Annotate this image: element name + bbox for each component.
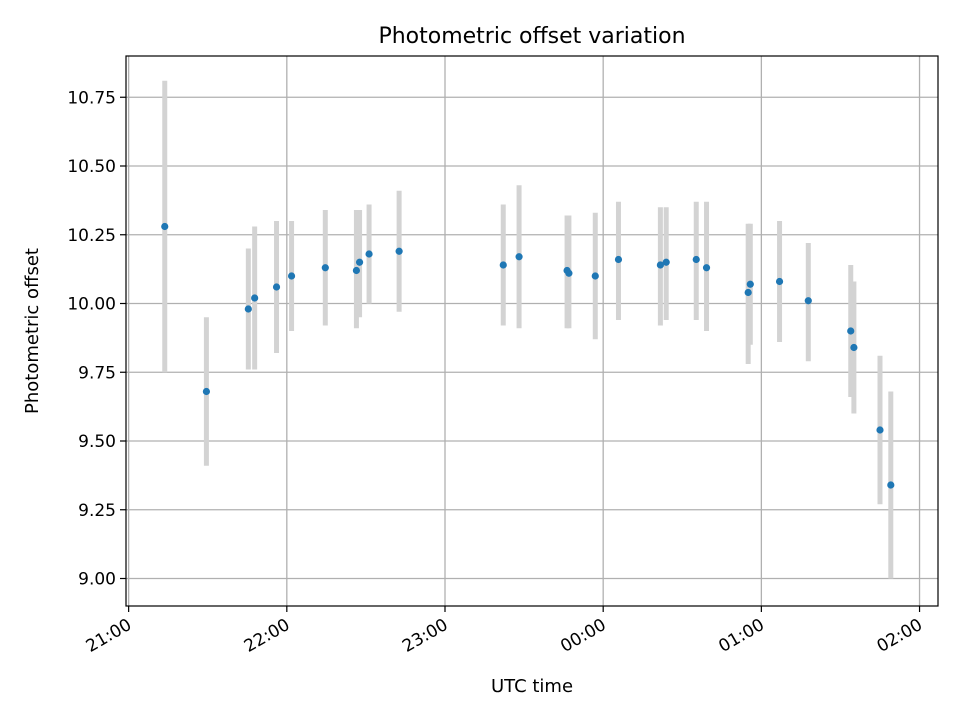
data-point	[744, 288, 752, 297]
data-point	[287, 272, 296, 280]
data-point	[850, 343, 858, 352]
data-point	[876, 426, 884, 434]
y-tick-label: 9.00	[78, 570, 116, 590]
y-axis-ticks: 9.00 9.25 9.50 9.75 10.00 10.25 10.50 10.75	[67, 88, 126, 590]
data-point	[775, 277, 784, 286]
x-axis-ticks: 21:00 22:00 23:00 00:00 01:00 02:00	[83, 606, 926, 657]
data-point	[565, 269, 573, 277]
data-point	[202, 387, 211, 396]
error-bars	[162, 80, 894, 579]
plot-frame	[125, 55, 939, 607]
x-tick-label: 01:00	[715, 615, 767, 657]
data-point	[614, 255, 623, 264]
data-point	[321, 264, 329, 272]
data-point	[804, 297, 812, 305]
data-points	[161, 222, 895, 489]
data-point	[746, 280, 754, 288]
data-point	[692, 255, 700, 264]
data-point	[656, 261, 664, 269]
data-point	[244, 305, 252, 313]
y-tick-label: 10.25	[67, 226, 116, 246]
y-tick-label: 9.25	[78, 501, 116, 521]
data-point	[847, 327, 855, 335]
data-point	[161, 222, 169, 231]
x-tick-label: 21:00	[83, 615, 135, 657]
x-tick-label: 23:00	[399, 615, 451, 657]
data-point	[662, 258, 670, 266]
y-tick-label: 10.50	[67, 157, 116, 177]
chart-title: Photometric offset variation	[378, 24, 685, 49]
y-axis-label: Photometric offset	[22, 248, 43, 414]
y-tick-label: 10.75	[67, 88, 116, 108]
x-tick-label: 00:00	[557, 615, 609, 657]
y-tick-label: 9.75	[78, 363, 116, 383]
data-point	[272, 283, 281, 291]
data-point	[352, 266, 361, 275]
data-point	[395, 247, 403, 255]
x-axis-label: UTC time	[491, 676, 573, 697]
y-tick-label: 9.50	[78, 432, 116, 452]
grid-lines	[126, 56, 938, 606]
data-point	[499, 261, 507, 269]
y-tick-label: 10.00	[67, 295, 116, 315]
data-point	[251, 294, 259, 302]
data-point	[355, 258, 364, 266]
x-tick-label: 22:00	[241, 615, 293, 657]
data-point	[591, 272, 599, 280]
data-point	[702, 264, 711, 272]
data-point	[887, 481, 895, 489]
x-tick-label: 02:00	[874, 615, 926, 657]
data-point	[365, 250, 373, 258]
data-point	[515, 253, 523, 261]
